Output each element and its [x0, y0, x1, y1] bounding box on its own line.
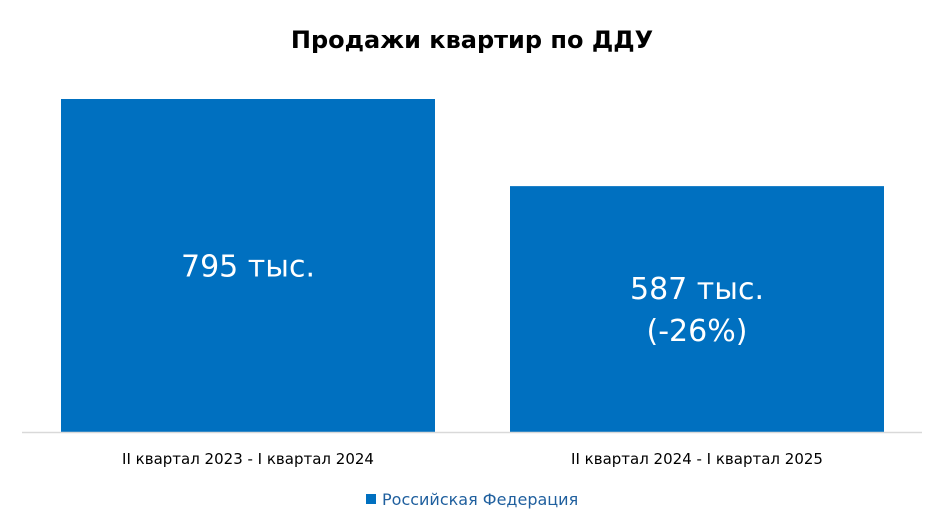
x-tick-label-1: II квартал 2023 - I квартал 2024 [122, 450, 374, 468]
bar-1 [61, 99, 435, 432]
data-label-2-line-2: (-26%) [647, 314, 748, 349]
legend-swatch [366, 494, 376, 504]
chart-title: Продажи квартир по ДДУ [291, 26, 653, 54]
legend-label: Российская Федерация [382, 490, 578, 509]
bars-group: 795 тыс. 587 тыс. (-26%) [61, 99, 884, 432]
legend: Российская Федерация [366, 490, 578, 509]
data-label-1-line-1: 795 тыс. [181, 250, 315, 285]
x-tick-label-2: II квартал 2024 - I квартал 2025 [571, 450, 823, 468]
data-label-2-line-1: 587 тыс. [630, 272, 764, 307]
x-tick-labels: II квартал 2023 - I квартал 2024 II кварт… [122, 450, 823, 468]
bar-2 [510, 186, 884, 432]
